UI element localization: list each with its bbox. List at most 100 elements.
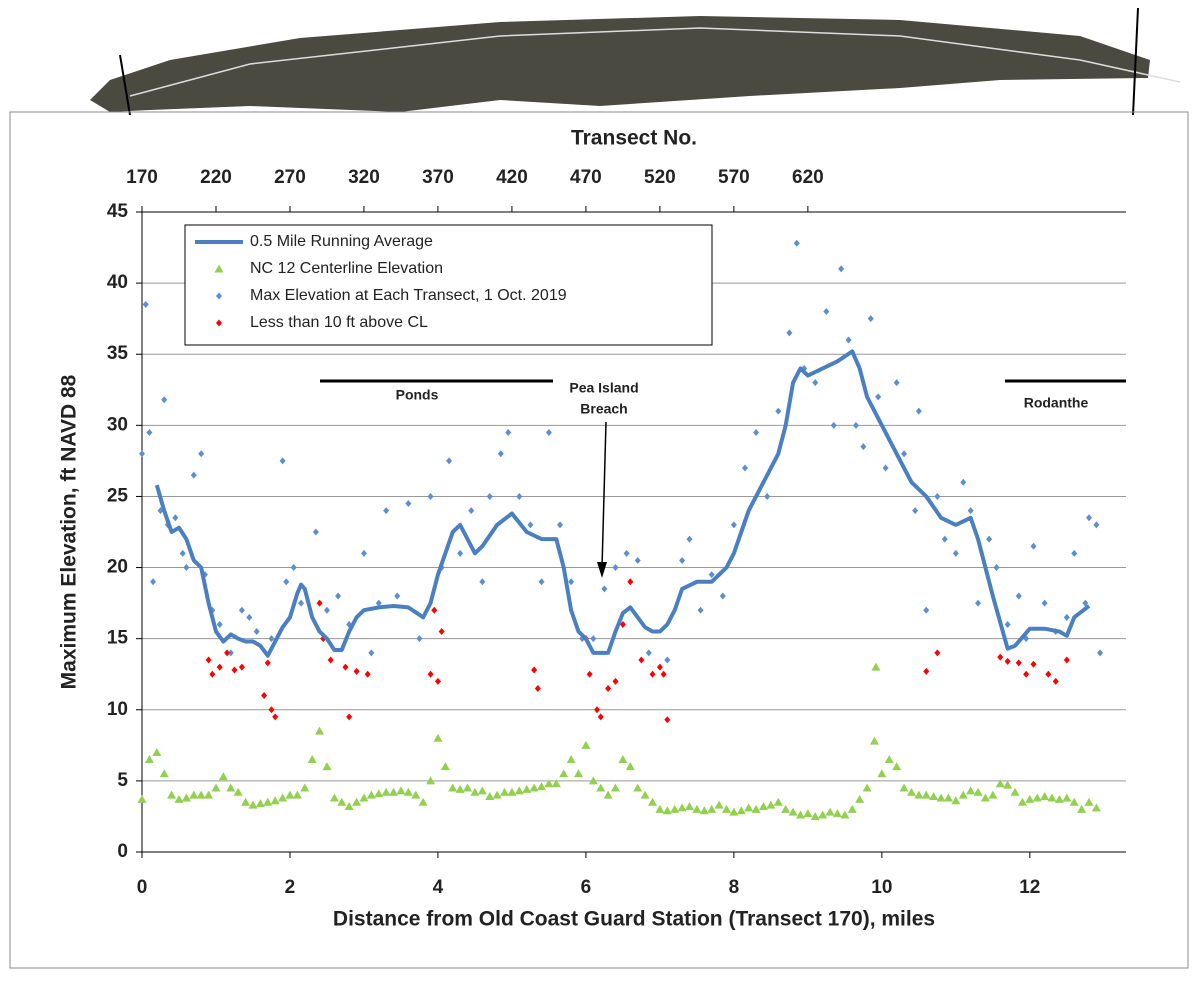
data-point bbox=[394, 593, 400, 600]
data-point bbox=[224, 649, 230, 656]
data-point bbox=[649, 671, 655, 678]
data-point bbox=[914, 791, 923, 799]
data-point bbox=[198, 450, 204, 457]
data-point bbox=[300, 784, 309, 792]
data-point bbox=[863, 784, 872, 792]
data-point bbox=[411, 791, 420, 799]
data-point bbox=[527, 521, 533, 528]
x2-tick-label: 320 bbox=[348, 167, 380, 188]
data-point bbox=[433, 734, 442, 742]
data-point bbox=[700, 806, 709, 814]
y-tick-label: 15 bbox=[107, 628, 129, 649]
data-point bbox=[174, 795, 183, 803]
data-point bbox=[1085, 798, 1094, 806]
x-tick-label: 12 bbox=[1019, 877, 1040, 898]
data-point bbox=[916, 408, 922, 415]
data-point bbox=[1064, 657, 1070, 664]
data-point bbox=[239, 664, 245, 671]
data-point bbox=[722, 805, 731, 813]
data-point bbox=[516, 493, 522, 500]
data-point bbox=[1005, 658, 1011, 665]
y-tick-label: 30 bbox=[107, 414, 128, 435]
y-tick-label: 45 bbox=[107, 201, 129, 222]
data-point bbox=[775, 408, 781, 415]
data-point bbox=[448, 784, 457, 792]
data-point bbox=[328, 657, 334, 664]
data-point bbox=[664, 657, 670, 664]
data-point bbox=[875, 393, 881, 400]
annotation: Pea Island bbox=[569, 380, 638, 396]
data-point bbox=[923, 668, 929, 675]
data-point bbox=[183, 564, 189, 571]
data-point bbox=[685, 802, 694, 810]
data-point bbox=[818, 811, 827, 819]
data-point bbox=[335, 593, 341, 600]
data-point bbox=[781, 805, 790, 813]
data-point bbox=[912, 507, 918, 514]
data-point bbox=[590, 635, 596, 642]
data-point bbox=[431, 607, 437, 614]
data-point bbox=[263, 798, 272, 806]
data-point bbox=[1086, 514, 1092, 521]
data-point bbox=[853, 422, 859, 429]
data-point bbox=[1040, 792, 1049, 800]
data-point bbox=[567, 755, 576, 763]
y-tick-label: 0 bbox=[117, 841, 128, 862]
data-point bbox=[374, 789, 383, 797]
data-point bbox=[531, 666, 537, 673]
data-point bbox=[160, 769, 169, 777]
data-point bbox=[283, 578, 289, 585]
data-point bbox=[737, 806, 746, 814]
data-point bbox=[1011, 788, 1020, 796]
x-tick-label: 8 bbox=[729, 877, 740, 898]
data-point bbox=[907, 788, 916, 796]
data-point bbox=[456, 785, 465, 793]
data-point bbox=[265, 659, 271, 666]
data-point bbox=[794, 240, 800, 247]
data-point bbox=[953, 550, 959, 557]
data-point bbox=[280, 457, 286, 464]
data-point bbox=[796, 811, 805, 819]
data-point bbox=[959, 791, 968, 799]
data-point bbox=[1092, 803, 1101, 811]
data-point bbox=[966, 786, 975, 794]
data-point bbox=[641, 791, 650, 799]
data-point bbox=[182, 793, 191, 801]
data-point bbox=[657, 664, 663, 671]
y-axis-title: Maximum Elevation, ft NAVD 88 bbox=[58, 374, 81, 689]
data-point bbox=[1003, 781, 1012, 789]
data-point bbox=[764, 493, 770, 500]
data-point bbox=[557, 521, 563, 528]
data-point bbox=[774, 798, 783, 806]
data-point bbox=[840, 811, 849, 819]
y-tick-label: 25 bbox=[107, 485, 129, 506]
data-point bbox=[180, 550, 186, 557]
data-point bbox=[354, 668, 360, 675]
chart: Transect No. Distance from Old Coast Gua… bbox=[0, 0, 1197, 976]
data-point bbox=[537, 782, 546, 790]
data-point bbox=[416, 635, 422, 642]
data-point bbox=[633, 784, 642, 792]
data-point bbox=[1062, 793, 1071, 801]
legend-label: Max Elevation at Each Transect, 1 Oct. 2… bbox=[250, 287, 567, 304]
data-point bbox=[759, 802, 768, 810]
data-point bbox=[139, 450, 145, 457]
data-point bbox=[663, 806, 672, 814]
data-point bbox=[359, 793, 368, 801]
data-point bbox=[530, 784, 539, 792]
data-point bbox=[317, 600, 323, 607]
data-point bbox=[439, 628, 445, 635]
data-point bbox=[812, 379, 818, 386]
data-point bbox=[786, 329, 792, 336]
data-point bbox=[1031, 543, 1037, 550]
legend-label: NC 12 Centerline Elevation bbox=[250, 260, 443, 277]
data-point bbox=[883, 465, 889, 472]
data-point bbox=[271, 796, 280, 804]
data-point bbox=[892, 762, 901, 770]
data-point bbox=[256, 799, 265, 807]
data-point bbox=[648, 798, 657, 806]
data-point bbox=[457, 550, 463, 557]
x2-tick-label: 470 bbox=[570, 167, 602, 188]
x2-tick-label: 170 bbox=[126, 167, 158, 188]
data-point bbox=[877, 769, 886, 777]
